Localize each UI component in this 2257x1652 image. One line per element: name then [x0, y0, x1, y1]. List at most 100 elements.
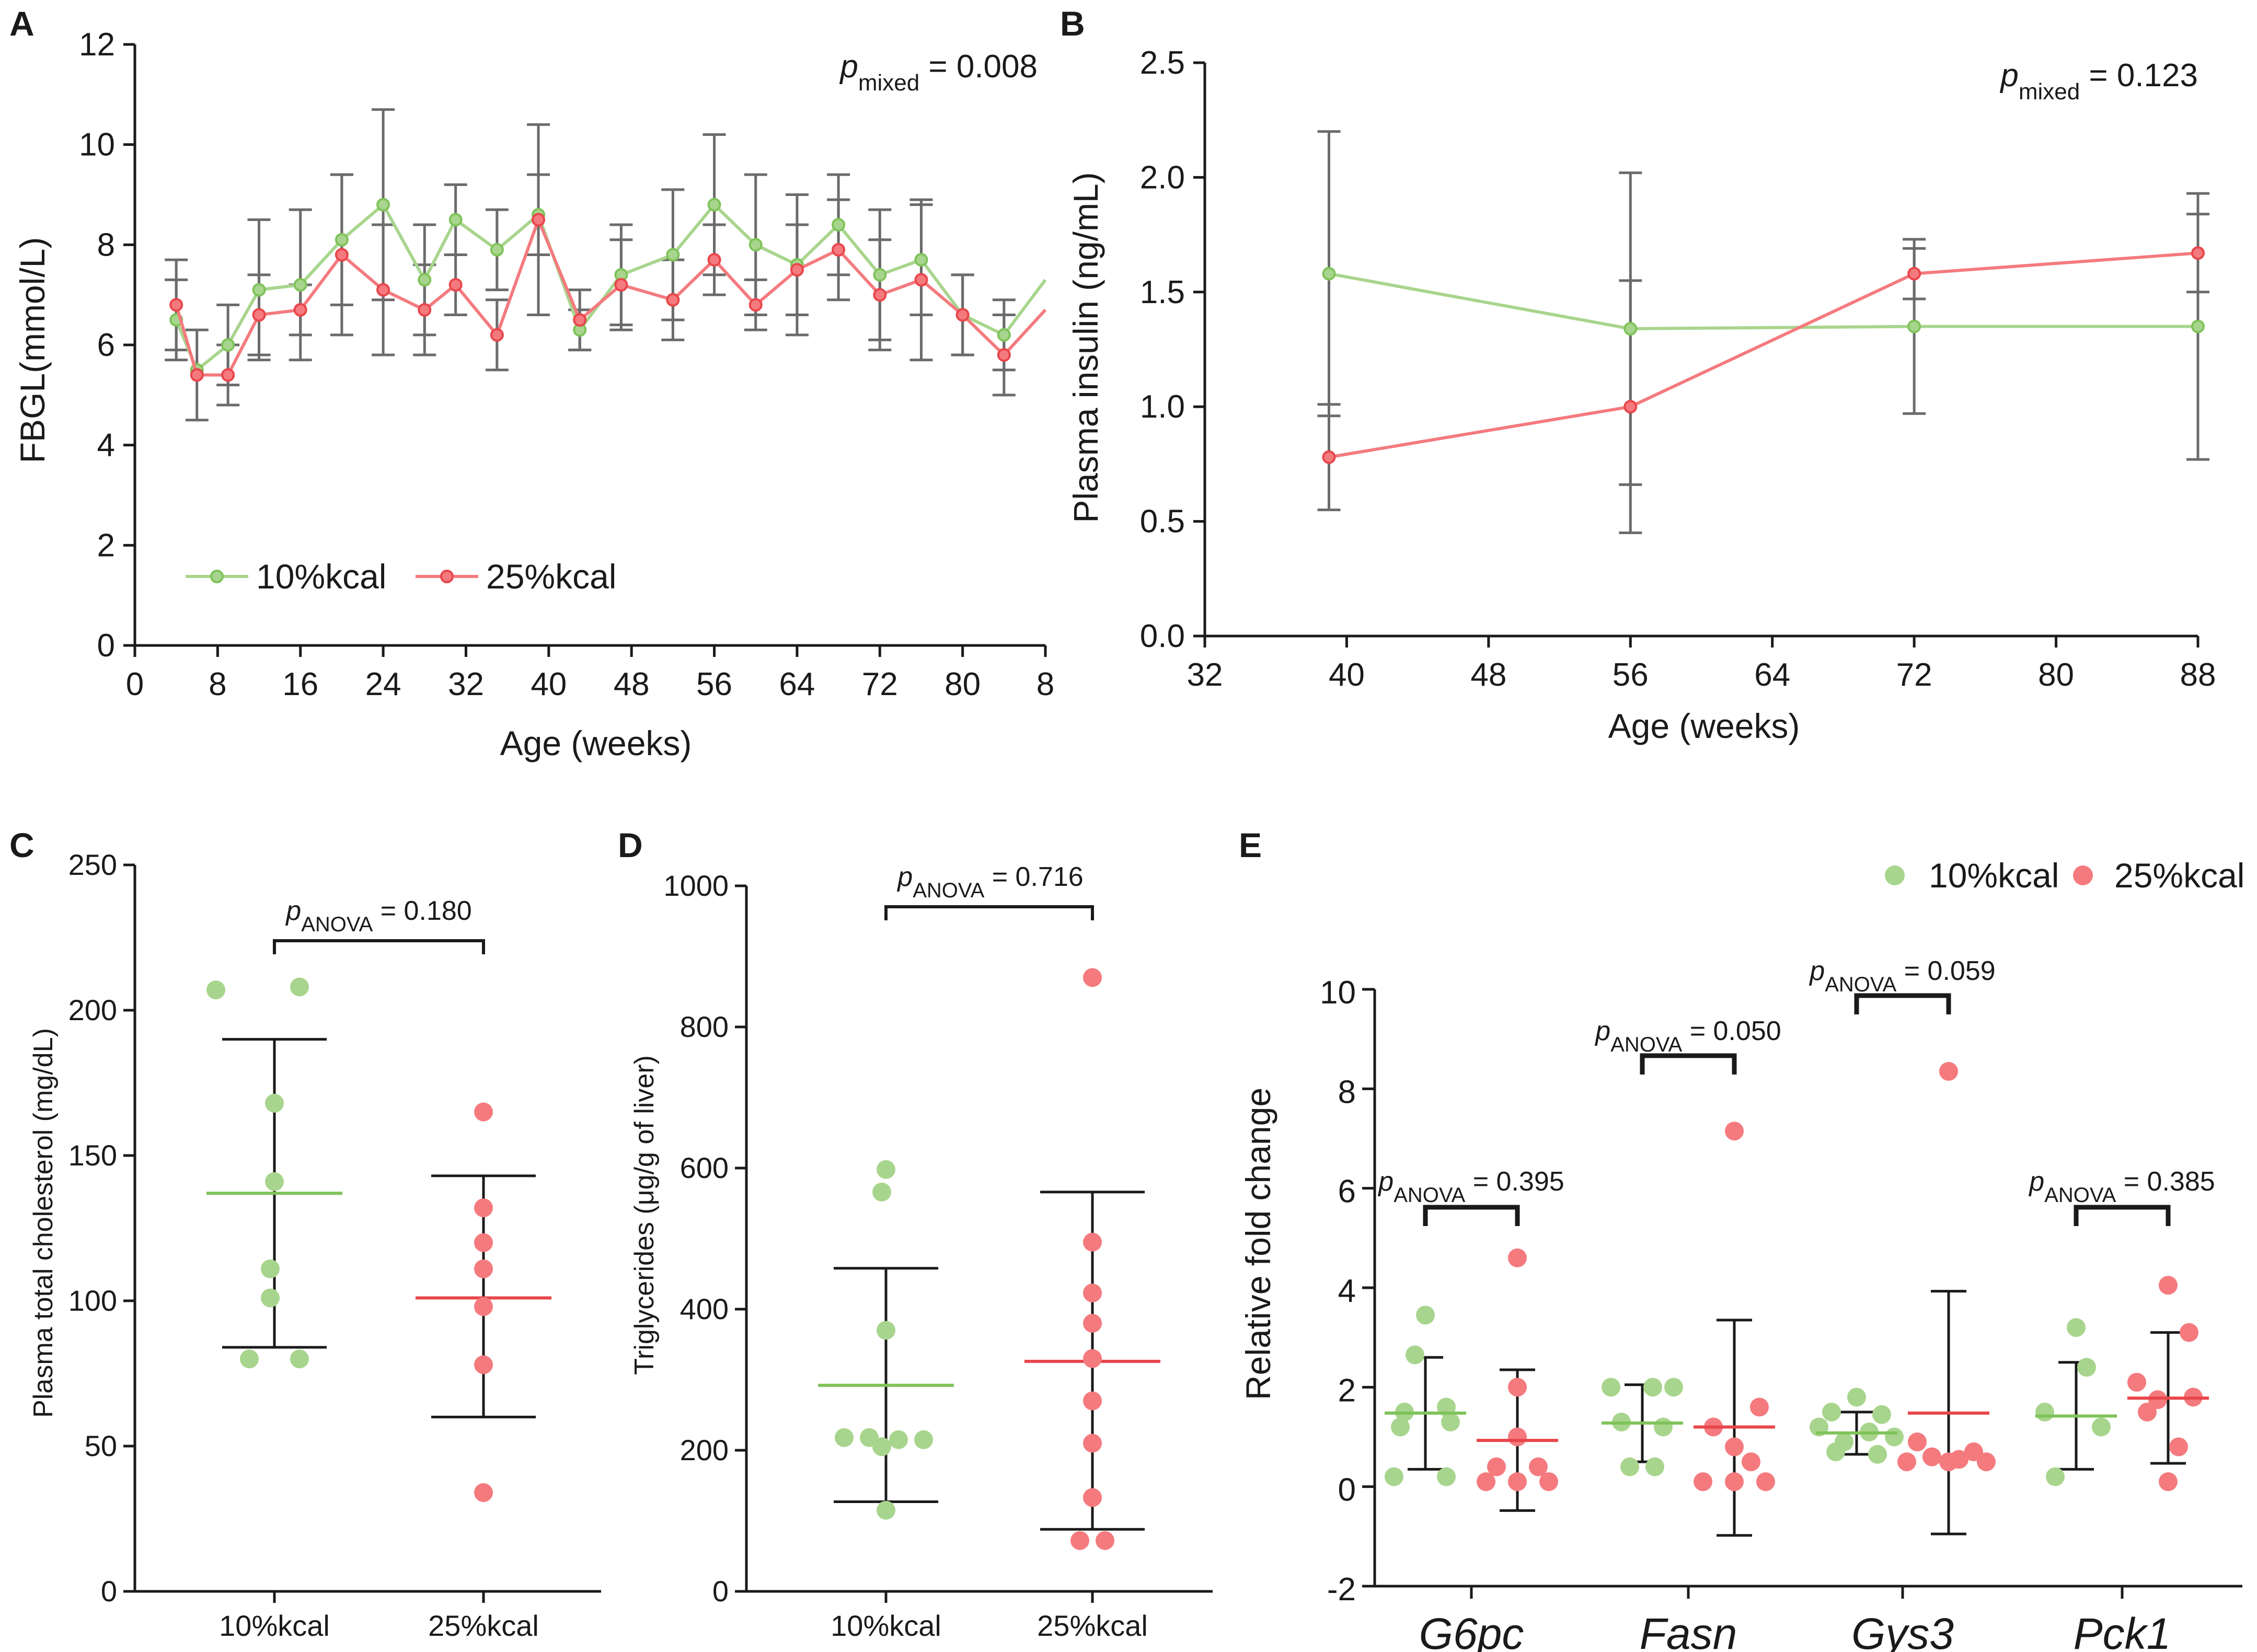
data-point-Fasn-red	[1750, 1397, 1769, 1417]
data-point-G6pc-green	[1385, 1467, 1403, 1486]
x-tick-label: 24	[365, 666, 401, 702]
panel-e-legend: 10%kcal 25%kcal	[1885, 856, 2244, 895]
data-point-25%kcal	[252, 308, 266, 322]
data-point-Gys3-green	[1847, 1388, 1866, 1407]
data-point-Gys3-red	[1939, 1062, 1958, 1081]
p-sub: ANOVA	[1394, 1184, 1465, 1207]
panel-a-series	[165, 108, 1047, 422]
data-point-25%kcal	[1083, 1391, 1102, 1411]
y-tick-label: 2	[97, 527, 115, 563]
data-point-10%kcal	[265, 1172, 284, 1192]
x-tick-label: 80	[2038, 657, 2074, 693]
y-tick-label: 400	[680, 1292, 729, 1325]
data-point-10%kcal	[877, 1500, 895, 1520]
data-point-25%kcal	[474, 1355, 493, 1374]
series-line-25%kcal	[1329, 251, 2198, 459]
y-tick-label: -2	[1327, 1572, 1356, 1608]
data-point-Gys3-green	[1872, 1405, 1891, 1424]
x-tick-label: 72	[862, 666, 898, 702]
p-letter: p	[1809, 956, 1825, 986]
data-point-Pck1-green	[2046, 1467, 2065, 1486]
data-point-Pck1-red	[2138, 1402, 2157, 1422]
panel-c-p-value: = 0.180	[373, 896, 471, 926]
data-point-10%kcal	[252, 283, 266, 297]
data-point-25%kcal	[790, 263, 804, 277]
panel-c-axes: 0 50 100 150 200 250 10%kcal 25%kcal	[68, 848, 601, 1642]
x-tick-label: 32	[1187, 657, 1223, 693]
panel-a-p-value: = 0.008	[919, 49, 1038, 85]
data-point-Gys3-red	[1964, 1442, 1983, 1462]
data-point-25%kcal	[707, 253, 721, 267]
p-annotation-Fasn: pANOVA = 0.050	[1594, 1016, 1781, 1056]
data-point-10%kcal	[261, 1259, 280, 1278]
x-tick-label-G6pc: G6pc	[1419, 1609, 1524, 1652]
data-point-Gys3-red	[1897, 1452, 1916, 1472]
x-tick-label-Pck1: Pck1	[2074, 1609, 2171, 1652]
y-tick-label: 0	[101, 1575, 117, 1608]
data-point-G6pc-green	[1391, 1417, 1410, 1437]
data-point-10%kcal	[240, 1349, 259, 1369]
data-point-G6pc-green	[1441, 1412, 1460, 1431]
legend-25kcal-marker	[440, 570, 454, 583]
panel-d-p-sub: ANOVA	[913, 879, 984, 902]
data-point-25%kcal	[1907, 267, 1921, 281]
data-point-Gys3-green	[1885, 1427, 1904, 1447]
significance-bracket-Pck1	[2074, 1205, 2171, 1226]
data-point-10%kcal	[290, 1349, 309, 1369]
y-tick-label: 1.0	[1140, 389, 1185, 425]
y-tick-label: 2.5	[1140, 45, 1185, 81]
y-tick-label: 250	[68, 848, 117, 881]
data-point-Fasn-red	[1694, 1472, 1712, 1492]
data-point-Fasn-green	[1620, 1457, 1639, 1476]
data-point-Fasn-green	[1643, 1378, 1662, 1397]
y-tick-label: 2.0	[1140, 159, 1185, 195]
panel-letter-e: E	[1239, 826, 1262, 864]
y-tick-label: 1000	[663, 869, 729, 902]
data-point-25%kcal	[832, 242, 846, 257]
significance-bracket-G6pc	[1423, 1205, 1520, 1226]
panel-b-p-value: = 0.123	[2080, 57, 2198, 94]
x-tick-label: 8	[209, 666, 226, 702]
y-tick-label: 0.0	[1140, 618, 1185, 654]
data-point-25%kcal	[335, 248, 349, 262]
data-point-25%kcal	[376, 283, 390, 297]
data-point-Pck1-red	[2159, 1276, 2178, 1295]
data-point-G6pc-green	[1416, 1306, 1435, 1325]
data-point-Pck1-green	[2092, 1417, 2111, 1437]
series-line-25%kcal	[175, 215, 1047, 377]
y-tick-label: 0	[712, 1575, 729, 1608]
x-tick-label: 56	[696, 666, 732, 702]
legend-e-10kcal-label: 10%kcal	[1929, 856, 2059, 895]
data-point-25%kcal	[474, 1198, 493, 1218]
data-point-25%kcal	[1070, 1531, 1089, 1550]
y-tick-label: 10	[1320, 975, 1356, 1011]
data-point-10%kcal	[206, 980, 225, 1000]
data-point-25%kcal	[190, 368, 204, 382]
panel-c-cholesterol-chart: 0 50 100 150 200 250 10%kcal 25%kcal Plasma tot…	[28, 848, 601, 1642]
panel-d-p-annotation: pANOVA = 0.716	[896, 862, 1083, 902]
x-tick-label: 25%kcal	[428, 1609, 539, 1642]
data-point-10%kcal	[872, 1437, 891, 1457]
panel-d-ylabel: Triglycerides (μg/g of liver)	[629, 1055, 660, 1375]
data-point-25%kcal	[1083, 1349, 1102, 1368]
data-point-25%kcal	[474, 1233, 493, 1252]
data-point-25%kcal	[1083, 968, 1102, 987]
data-point-25%kcal	[474, 1102, 493, 1122]
y-tick-label: 6	[97, 327, 115, 363]
data-point-25%kcal	[614, 278, 628, 292]
data-point-10%kcal	[749, 238, 763, 252]
y-tick-label: 10	[79, 127, 115, 163]
p-value: = 0.059	[1896, 956, 1995, 986]
x-tick-label-Gys3: Gys3	[1851, 1609, 1954, 1652]
panel-c-p-letter: p	[285, 896, 301, 926]
data-point-25%kcal	[2191, 246, 2205, 260]
panel-b-axes: 0.0 0.5 1.0 1.5 2.0 2.5 32 40 48 56 64 72 80 88	[1140, 45, 2216, 693]
data-point-Gys3-green	[1868, 1445, 1887, 1464]
data-point-25%kcal	[573, 313, 587, 327]
data-point-Fasn-green	[1664, 1378, 1683, 1397]
panel-a-ylabel: FBGL(mmol/L)	[13, 237, 52, 464]
data-point-Pck1-green	[2067, 1318, 2086, 1337]
p-annotation-Pck1: pANOVA = 0.385	[2028, 1166, 2215, 1207]
data-point-10%kcal	[1907, 319, 1921, 333]
